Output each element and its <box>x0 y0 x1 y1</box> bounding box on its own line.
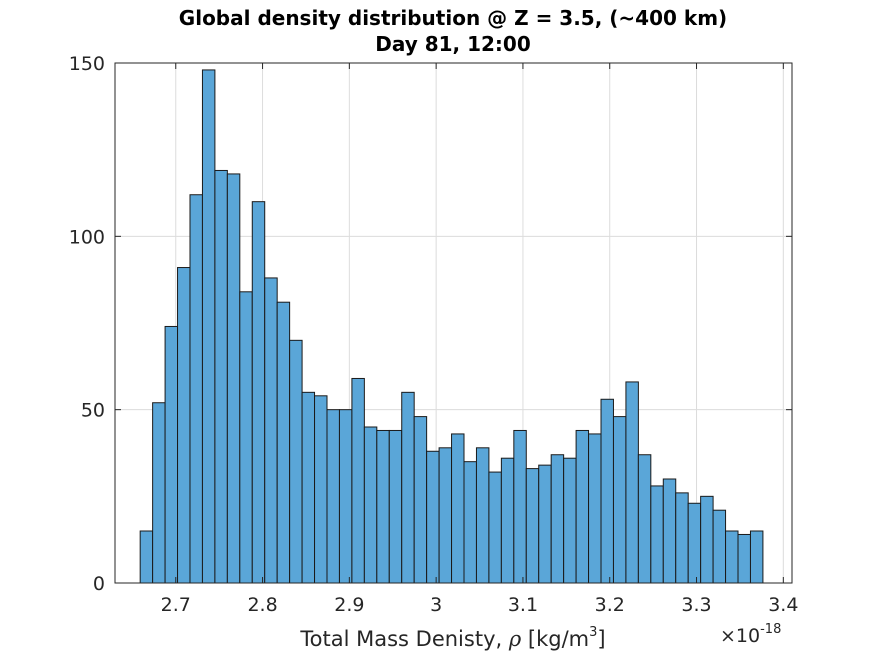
histogram-bar <box>164 325 179 584</box>
histogram-bar <box>376 429 390 584</box>
histogram-bar <box>152 402 166 584</box>
x-axis-exponent-base: ×10 <box>720 625 760 647</box>
histogram-bar <box>413 416 428 584</box>
x-axis-tick-labels: 2.7 2.8 2.9 3 3.1 3.2 3.3 3.4 <box>161 594 799 616</box>
x-axis-label-symbol: ρ <box>508 627 522 651</box>
histogram-bar <box>463 461 477 584</box>
histogram-bar <box>301 391 316 584</box>
histogram-bar <box>251 201 266 584</box>
histogram-bar <box>637 454 652 584</box>
chart-title-line-1: Global density distribution @ Z = 3.5, (… <box>179 6 727 30</box>
histogram-bar <box>401 391 415 584</box>
y-tick-label: 150 <box>69 53 105 75</box>
x-tick-label: 3.1 <box>508 594 538 616</box>
histogram-bar <box>575 429 590 584</box>
y-tick-label: 100 <box>69 226 105 248</box>
x-axis-label-unit: [kg/m <box>521 627 589 651</box>
histogram-bar <box>550 454 565 584</box>
histogram-bar <box>201 69 216 584</box>
histogram-bar <box>749 530 764 584</box>
x-tick-label: 2.7 <box>161 594 191 616</box>
y-tick-label: 50 <box>81 400 105 422</box>
histogram-bar <box>276 301 291 584</box>
histogram-bar <box>239 291 253 584</box>
axis-ticks <box>115 62 792 584</box>
histogram-bar <box>725 530 739 584</box>
y-axis-tick-labels: 0 50 100 150 <box>69 53 105 595</box>
histogram-bar <box>538 464 552 584</box>
histogram-bar <box>612 416 627 584</box>
histogram-bar <box>351 377 365 584</box>
x-axis-exponent-power: -18 <box>760 622 781 637</box>
x-axis-exponent: ×10-18 <box>720 622 781 647</box>
histogram-bar <box>226 173 241 584</box>
histogram-bar <box>525 468 540 584</box>
y-tick-label: 0 <box>93 573 105 595</box>
histogram-bar <box>500 457 515 584</box>
histogram-bar <box>289 339 303 584</box>
x-axis-label-unit-superscript: 3 <box>589 625 597 640</box>
histogram-bar <box>438 447 453 584</box>
histogram-bar <box>338 409 353 584</box>
x-tick-label: 3.4 <box>768 594 798 616</box>
histogram-bar <box>326 409 340 584</box>
chart-title: Global density distribution @ Z = 3.5, (… <box>179 6 727 56</box>
histogram-bar <box>625 381 639 584</box>
histogram-bar <box>600 398 614 584</box>
histogram-bar <box>662 478 677 584</box>
histogram-bar <box>426 450 440 584</box>
histogram-bar <box>737 533 751 584</box>
x-axis-label-unit-close: ] <box>597 627 605 651</box>
histogram-bar <box>264 277 278 584</box>
histogram-bar <box>700 495 714 584</box>
x-axis-label: Total Mass Denisty, ρ [kg/m3] <box>299 625 605 651</box>
histogram-bar <box>189 194 203 584</box>
histogram-bar <box>513 429 527 584</box>
histogram-bar <box>214 169 228 584</box>
x-tick-label: 2.8 <box>247 594 277 616</box>
histogram-bar <box>139 530 154 584</box>
x-tick-label: 2.9 <box>334 594 364 616</box>
histogram-bars <box>139 69 764 584</box>
histogram-bar <box>177 267 191 584</box>
histogram-bar <box>687 502 702 584</box>
histogram-bar <box>314 395 328 584</box>
histogram-bar <box>650 485 664 584</box>
histogram-bar <box>451 433 465 584</box>
histogram-bar <box>488 471 502 584</box>
histogram-bar <box>363 426 378 584</box>
x-tick-label: 3.2 <box>595 594 625 616</box>
histogram-bar <box>675 492 689 584</box>
x-axis-label-text: Total Mass Denisty, <box>299 627 508 651</box>
x-tick-label: 3.3 <box>681 594 711 616</box>
plot-area-frame <box>114 62 793 584</box>
x-tick-label: 3 <box>430 594 442 616</box>
chart-title-line-2: Day 81, 12:00 <box>375 32 531 56</box>
histogram-bar <box>563 457 577 584</box>
histogram-bar <box>588 433 602 584</box>
histogram-bar <box>712 509 727 584</box>
histogram-bar <box>475 447 490 584</box>
histogram-bar <box>388 429 403 584</box>
